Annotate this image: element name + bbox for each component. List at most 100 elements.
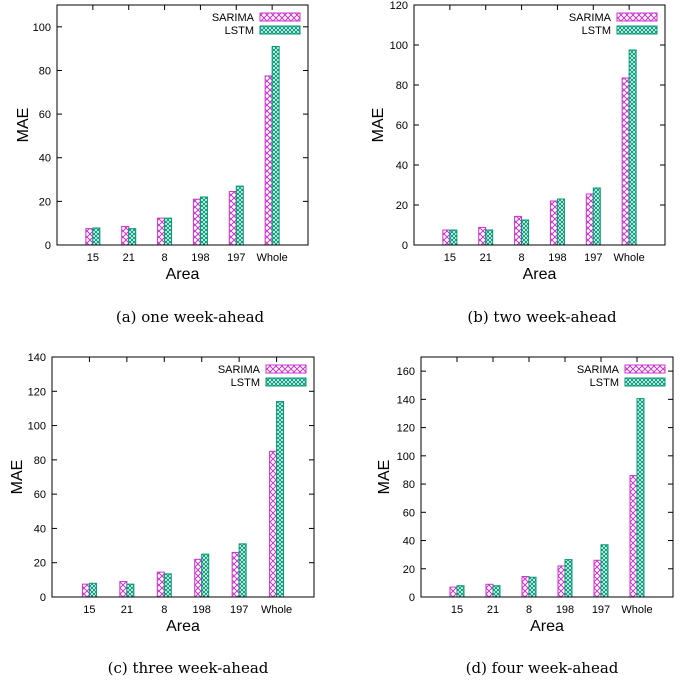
x-axis-label: Area [166, 266, 200, 283]
y-tick-label: 20 [396, 200, 408, 212]
bar-lstm-15 [92, 227, 101, 246]
x-tick-label: 15 [87, 252, 99, 264]
bar-sarima-198 [557, 565, 566, 598]
legend-label-lstm: LSTM [231, 377, 260, 389]
bar-sarima-197 [231, 551, 240, 598]
bar-sarima-whole [621, 77, 630, 246]
bar-lstm-21 [485, 229, 494, 246]
bar-sarima-21 [478, 226, 487, 246]
x-tick-label: 21 [123, 252, 135, 264]
chart-panel-b: 0 20 40 60 80 100 120 15 21 8 198 197 Whole Area MAE SA… [370, 0, 666, 326]
x-tick-label: Whole [614, 252, 645, 264]
bar-lstm-197 [235, 185, 244, 246]
bar-lstm-whole [636, 398, 645, 598]
x-tick-label: 21 [121, 604, 133, 616]
bar-sarima-8 [521, 576, 530, 598]
bar-sarima-198 [192, 198, 201, 246]
x-tick-label: Whole [261, 604, 292, 616]
y-tick-label: 160 [397, 366, 415, 378]
bar-sarima-15 [442, 229, 451, 246]
y-tick-label: 140 [397, 394, 415, 406]
panel-caption: (c) three week-ahead [108, 659, 269, 677]
bar-lstm-8 [521, 219, 530, 246]
x-tick-label: 197 [592, 604, 610, 616]
y-tick-label: 40 [403, 536, 415, 548]
y-tick-label: 0 [45, 240, 51, 252]
bar-sarima-whole [269, 450, 278, 598]
y-axis-label: MAE [15, 108, 32, 143]
y-tick-label: 60 [403, 507, 415, 519]
bar-lstm-198 [556, 198, 565, 246]
legend-swatch-lstm [616, 25, 658, 35]
y-tick-label: 120 [390, 0, 408, 12]
bar-sarima-whole [629, 475, 638, 598]
bar-lstm-15 [456, 585, 465, 598]
panel-caption: (d) four week-ahead [466, 659, 619, 677]
y-tick-label: 20 [403, 564, 415, 576]
y-tick-label: 20 [39, 196, 51, 208]
bar-lstm-15 [449, 229, 458, 246]
x-tick-label: 197 [230, 604, 248, 616]
bar-sarima-8 [514, 215, 523, 246]
legend-swatch-lstm [624, 377, 666, 387]
bar-lstm-198 [201, 553, 210, 598]
y-tick-label: 100 [28, 421, 46, 433]
bar-lstm-197 [238, 543, 247, 598]
y-tick-label: 20 [34, 558, 46, 570]
chart-panel-a: 0 20 40 60 80 100 15 21 8 198 197 Whole Area MAE SARIM… [15, 4, 309, 326]
y-tick-label: 40 [34, 523, 46, 535]
bar-lstm-whole [276, 401, 285, 598]
y-tick-label: 100 [33, 22, 51, 34]
y-tick-label: 100 [390, 40, 408, 52]
x-tick-label: 21 [480, 252, 492, 264]
legend-label-sarima: SARIMA [218, 364, 261, 376]
legend-label-lstm: LSTM [590, 377, 619, 389]
legend-label-sarima: SARIMA [577, 364, 620, 376]
y-tick-label: 140 [28, 352, 46, 364]
bar-sarima-15 [85, 228, 94, 246]
chart-panel-d: 0 20 40 60 80 100 120 140 160 15 21 8 198 197 Whole Are… [376, 356, 674, 677]
bar-sarima-21 [119, 581, 128, 598]
bar-lstm-197 [592, 187, 601, 246]
legend-label-lstm: LSTM [582, 25, 611, 37]
x-tick-label: 198 [193, 604, 211, 616]
bar-lstm-whole [271, 45, 280, 246]
x-tick-label: Whole [621, 604, 652, 616]
x-axis-label: Area [530, 618, 564, 635]
x-axis-label: Area [523, 266, 557, 283]
bar-lstm-8 [528, 576, 537, 598]
x-tick-label: 198 [548, 252, 566, 264]
bar-lstm-197 [600, 544, 609, 598]
x-tick-label: 8 [162, 252, 168, 264]
legend-swatch-lstm [259, 25, 301, 35]
panel-caption: (b) two week-ahead [467, 308, 617, 326]
panel-caption: (a) one week-ahead [116, 308, 265, 326]
chart-panel-c: 0 20 40 60 80 100 120 140 15 21 8 198 197 Whole Area MA… [9, 352, 315, 677]
x-tick-label: 15 [83, 604, 95, 616]
bar-lstm-whole [628, 49, 637, 246]
bar-sarima-15 [449, 586, 458, 598]
x-tick-label: 8 [526, 604, 532, 616]
x-tick-label: 15 [444, 252, 456, 264]
bar-lstm-21 [126, 583, 135, 598]
legend-label-sarima: SARIMA [569, 12, 612, 24]
y-tick-label: 100 [397, 451, 415, 463]
y-tick-label: 60 [39, 109, 51, 121]
y-tick-label: 0 [40, 592, 46, 604]
legend-swatch-sarima [265, 364, 307, 374]
bar-sarima-197 [593, 559, 602, 598]
x-tick-label: 15 [451, 604, 463, 616]
x-tick-label: 197 [584, 252, 602, 264]
y-axis-label: MAE [370, 108, 387, 143]
x-tick-label: 197 [227, 252, 245, 264]
plot-frame [51, 356, 315, 598]
bar-sarima-whole [264, 75, 273, 246]
y-tick-label: 40 [396, 160, 408, 172]
legend-swatch-lstm [265, 377, 307, 387]
bar-lstm-21 [492, 585, 501, 598]
y-tick-label: 80 [39, 65, 51, 77]
legend-label-lstm: LSTM [225, 25, 254, 37]
plot-frame [420, 356, 674, 598]
legend-swatch-sarima [616, 12, 658, 22]
